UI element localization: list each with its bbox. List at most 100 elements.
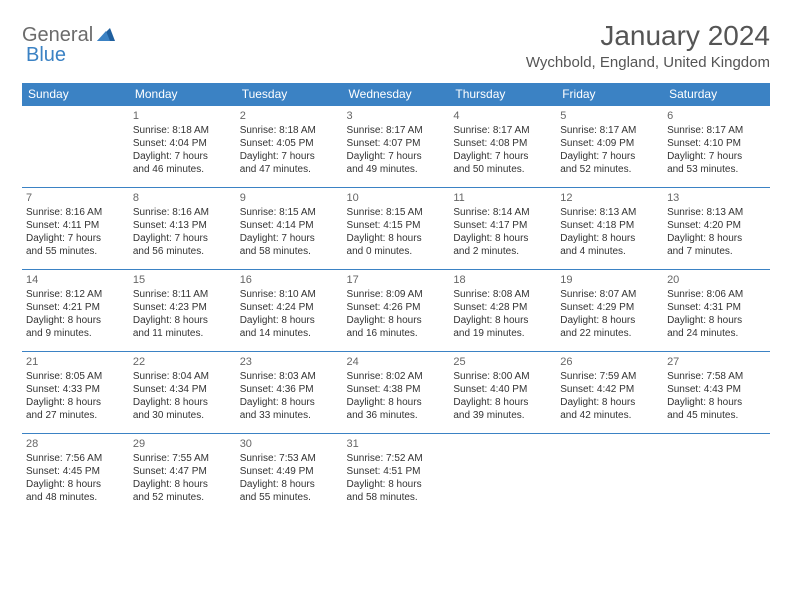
- daylight-text: Daylight: 8 hours: [240, 478, 339, 491]
- daylight-text: and 16 minutes.: [347, 327, 446, 340]
- daylight-text: Daylight: 7 hours: [133, 232, 232, 245]
- day-cell: 28Sunrise: 7:56 AMSunset: 4:45 PMDayligh…: [22, 434, 129, 516]
- daylight-text: and 22 minutes.: [560, 327, 659, 340]
- day-cell: 14Sunrise: 8:12 AMSunset: 4:21 PMDayligh…: [22, 270, 129, 352]
- daylight-text: and 0 minutes.: [347, 245, 446, 258]
- daylight-text: Daylight: 7 hours: [453, 150, 552, 163]
- sunrise-text: Sunrise: 8:09 AM: [347, 288, 446, 301]
- daylight-text: and 58 minutes.: [347, 491, 446, 504]
- sunrise-text: Sunrise: 8:12 AM: [26, 288, 125, 301]
- sunset-text: Sunset: 4:51 PM: [347, 465, 446, 478]
- day-number: 4: [453, 109, 552, 123]
- daylight-text: and 2 minutes.: [453, 245, 552, 258]
- daylight-text: Daylight: 7 hours: [240, 232, 339, 245]
- daylight-text: Daylight: 7 hours: [26, 232, 125, 245]
- day-cell: [663, 434, 770, 516]
- day-number: 26: [560, 355, 659, 369]
- daylight-text: Daylight: 8 hours: [240, 314, 339, 327]
- sunrise-text: Sunrise: 8:18 AM: [240, 124, 339, 137]
- sunrise-text: Sunrise: 7:59 AM: [560, 370, 659, 383]
- calendar-table: Sunday Monday Tuesday Wednesday Thursday…: [22, 83, 770, 516]
- day-cell: 12Sunrise: 8:13 AMSunset: 4:18 PMDayligh…: [556, 188, 663, 270]
- daylight-text: Daylight: 8 hours: [667, 232, 766, 245]
- day-cell: 25Sunrise: 8:00 AMSunset: 4:40 PMDayligh…: [449, 352, 556, 434]
- sunrise-text: Sunrise: 7:53 AM: [240, 452, 339, 465]
- day-number: 8: [133, 191, 232, 205]
- day-cell: 5Sunrise: 8:17 AMSunset: 4:09 PMDaylight…: [556, 106, 663, 188]
- daylight-text: and 4 minutes.: [560, 245, 659, 258]
- sunrise-text: Sunrise: 8:03 AM: [240, 370, 339, 383]
- day-cell: 19Sunrise: 8:07 AMSunset: 4:29 PMDayligh…: [556, 270, 663, 352]
- daylight-text: Daylight: 7 hours: [667, 150, 766, 163]
- week-row: 28Sunrise: 7:56 AMSunset: 4:45 PMDayligh…: [22, 434, 770, 516]
- daylight-text: Daylight: 8 hours: [347, 314, 446, 327]
- day-number: 14: [26, 273, 125, 287]
- day-cell: 20Sunrise: 8:06 AMSunset: 4:31 PMDayligh…: [663, 270, 770, 352]
- day-cell: 9Sunrise: 8:15 AMSunset: 4:14 PMDaylight…: [236, 188, 343, 270]
- daylight-text: Daylight: 8 hours: [347, 396, 446, 409]
- day-cell: 26Sunrise: 7:59 AMSunset: 4:42 PMDayligh…: [556, 352, 663, 434]
- day-cell: 11Sunrise: 8:14 AMSunset: 4:17 PMDayligh…: [449, 188, 556, 270]
- day-header-row: Sunday Monday Tuesday Wednesday Thursday…: [22, 83, 770, 106]
- day-header: Saturday: [663, 83, 770, 106]
- sunset-text: Sunset: 4:33 PM: [26, 383, 125, 396]
- sunrise-text: Sunrise: 8:15 AM: [240, 206, 339, 219]
- day-cell: 21Sunrise: 8:05 AMSunset: 4:33 PMDayligh…: [22, 352, 129, 434]
- sunset-text: Sunset: 4:09 PM: [560, 137, 659, 150]
- sunset-text: Sunset: 4:21 PM: [26, 301, 125, 314]
- daylight-text: Daylight: 8 hours: [560, 396, 659, 409]
- title-block: January 2024 Wychbold, England, United K…: [526, 20, 770, 71]
- day-cell: 27Sunrise: 7:58 AMSunset: 4:43 PMDayligh…: [663, 352, 770, 434]
- daylight-text: and 46 minutes.: [133, 163, 232, 176]
- day-number: 16: [240, 273, 339, 287]
- day-cell: [556, 434, 663, 516]
- daylight-text: and 56 minutes.: [133, 245, 232, 258]
- daylight-text: and 11 minutes.: [133, 327, 232, 340]
- daylight-text: Daylight: 8 hours: [560, 314, 659, 327]
- daylight-text: Daylight: 8 hours: [560, 232, 659, 245]
- daylight-text: Daylight: 8 hours: [26, 396, 125, 409]
- week-row: 21Sunrise: 8:05 AMSunset: 4:33 PMDayligh…: [22, 352, 770, 434]
- sunset-text: Sunset: 4:31 PM: [667, 301, 766, 314]
- daylight-text: Daylight: 8 hours: [347, 232, 446, 245]
- day-number: 24: [347, 355, 446, 369]
- day-number: 21: [26, 355, 125, 369]
- location: Wychbold, England, United Kingdom: [526, 54, 770, 71]
- day-number: 2: [240, 109, 339, 123]
- day-header: Thursday: [449, 83, 556, 106]
- sunset-text: Sunset: 4:26 PM: [347, 301, 446, 314]
- daylight-text: and 52 minutes.: [560, 163, 659, 176]
- sunset-text: Sunset: 4:04 PM: [133, 137, 232, 150]
- sunset-text: Sunset: 4:38 PM: [347, 383, 446, 396]
- day-number: 11: [453, 191, 552, 205]
- day-header: Wednesday: [343, 83, 450, 106]
- day-number: 18: [453, 273, 552, 287]
- sunset-text: Sunset: 4:34 PM: [133, 383, 232, 396]
- week-row: 7Sunrise: 8:16 AMSunset: 4:11 PMDaylight…: [22, 188, 770, 270]
- sunrise-text: Sunrise: 8:17 AM: [560, 124, 659, 137]
- day-number: 19: [560, 273, 659, 287]
- daylight-text: and 49 minutes.: [347, 163, 446, 176]
- day-cell: 24Sunrise: 8:02 AMSunset: 4:38 PMDayligh…: [343, 352, 450, 434]
- day-number: 9: [240, 191, 339, 205]
- daylight-text: and 7 minutes.: [667, 245, 766, 258]
- sunset-text: Sunset: 4:08 PM: [453, 137, 552, 150]
- week-row: 1Sunrise: 8:18 AMSunset: 4:04 PMDaylight…: [22, 106, 770, 188]
- sunset-text: Sunset: 4:47 PM: [133, 465, 232, 478]
- daylight-text: and 42 minutes.: [560, 409, 659, 422]
- sunset-text: Sunset: 4:11 PM: [26, 219, 125, 232]
- daylight-text: Daylight: 8 hours: [26, 314, 125, 327]
- daylight-text: and 52 minutes.: [133, 491, 232, 504]
- sunset-text: Sunset: 4:10 PM: [667, 137, 766, 150]
- calendar-body: 1Sunrise: 8:18 AMSunset: 4:04 PMDaylight…: [22, 106, 770, 516]
- daylight-text: and 33 minutes.: [240, 409, 339, 422]
- daylight-text: Daylight: 8 hours: [26, 478, 125, 491]
- day-number: 23: [240, 355, 339, 369]
- daylight-text: Daylight: 7 hours: [347, 150, 446, 163]
- sunset-text: Sunset: 4:05 PM: [240, 137, 339, 150]
- sunrise-text: Sunrise: 8:13 AM: [667, 206, 766, 219]
- day-cell: 16Sunrise: 8:10 AMSunset: 4:24 PMDayligh…: [236, 270, 343, 352]
- sunrise-text: Sunrise: 8:00 AM: [453, 370, 552, 383]
- day-cell: 2Sunrise: 8:18 AMSunset: 4:05 PMDaylight…: [236, 106, 343, 188]
- daylight-text: and 45 minutes.: [667, 409, 766, 422]
